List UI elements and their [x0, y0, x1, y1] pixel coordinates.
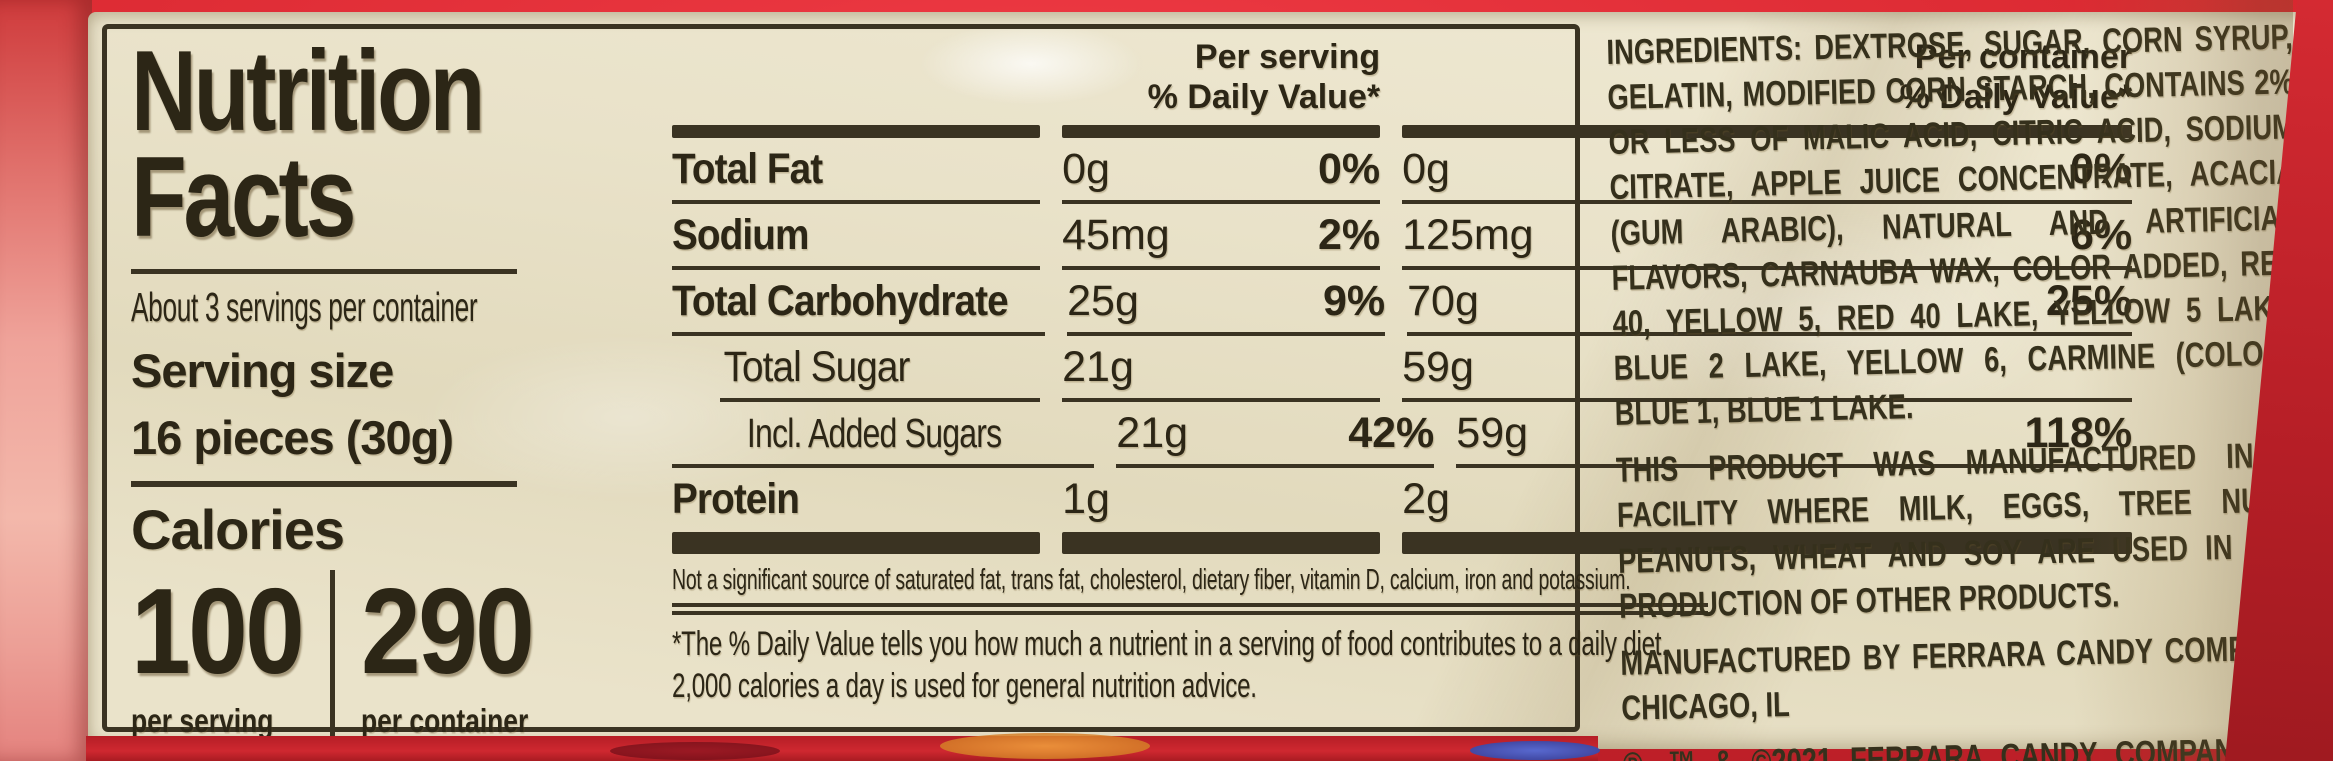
daily-value-footnote: *The % Daily Value tells you how much a …: [672, 625, 1668, 706]
double-rule: [672, 603, 1709, 616]
nutrition-facts-panel: Nutrition Facts About 3 servings per con…: [102, 24, 2133, 751]
table-row-total-carbohydrate: Total Carbohydrate 25g 9% 70g 25%: [672, 270, 2133, 337]
package-bottom-edge: [86, 736, 1598, 761]
copyright-statement: ®, ™ & ©2021 FERRARA CANDY COMPANY. All …: [1622, 730, 2309, 761]
header-bar: [672, 125, 2133, 139]
table-row-added-sugars: Incl. Added Sugars 21g 42% 59g 118%: [672, 402, 2133, 469]
servings-per-container: About 3 servings per container: [131, 284, 478, 331]
calories-label: Calories: [131, 498, 345, 562]
table-row-total-sugar: Total Sugar 21g 59g: [672, 336, 2133, 403]
table-header: Per serving % Daily Value* Per container…: [672, 37, 2132, 117]
calories-per-serving: 100 per serving: [131, 570, 326, 750]
serving-size-value: 16 pieces (30g): [131, 411, 454, 465]
title-line-2: Facts: [131, 134, 356, 262]
divider-rule: [131, 269, 517, 275]
calories-per-serving-unit: per serving: [131, 702, 274, 740]
calories-divider: [329, 570, 335, 751]
calories-per-container-value: 290: [360, 563, 535, 700]
candy-blob: [1470, 741, 1600, 760]
footer-bar: [672, 532, 2133, 555]
calories-per-serving-value: 100: [131, 563, 305, 700]
nutrition-facts-title: Nutrition Facts: [131, 28, 564, 262]
divider-rule: [131, 481, 517, 488]
calories-row: 100 per serving 290 per container: [131, 570, 673, 751]
ingredients-text: INGREDIENTS: DEXTROSE, SUGAR, CORN SYRUP…: [1606, 17, 2301, 434]
candy-blob: [940, 733, 1150, 759]
table-row-sodium: Sodium 45mg 2% 125mg 6%: [672, 204, 2133, 271]
per-serving-header: Per serving % Daily Value*: [1147, 38, 1381, 117]
serving-size-label: Serving size: [131, 344, 394, 398]
calories-per-container: 290 per container: [345, 570, 673, 750]
not-significant-footnote: Not a significant source of saturated fa…: [672, 564, 1631, 597]
ingredients-panel: INGREDIENTS: DEXTROSE, SUGAR, CORN SYRUP…: [1606, 14, 2313, 761]
candy-blob: [610, 742, 780, 760]
table-row-protein: Protein 1g 2g: [672, 475, 1450, 524]
header-spacer: [672, 37, 1040, 117]
allergen-statement: THIS PRODUCT WAS MANUFACTURED IN A FACIL…: [1615, 435, 2305, 626]
package-left-edge: [0, 0, 92, 761]
nutrition-facts-left-column: Nutrition Facts About 3 servings per con…: [121, 28, 672, 751]
table-row-total-fat: Total Fat 0g 0% 0g 0%: [672, 138, 2133, 205]
title-line-1: Nutrition: [131, 28, 485, 155]
nutrient-table: Per serving % Daily Value* Per container…: [672, 35, 2133, 727]
calories-per-container-unit: per container: [360, 702, 528, 740]
manufacturer-statement: MANUFACTURED BY FERRARA CANDY COMPANY, C…: [1619, 628, 2308, 728]
per-container-header: Per container % Daily Value*: [1899, 38, 2133, 117]
